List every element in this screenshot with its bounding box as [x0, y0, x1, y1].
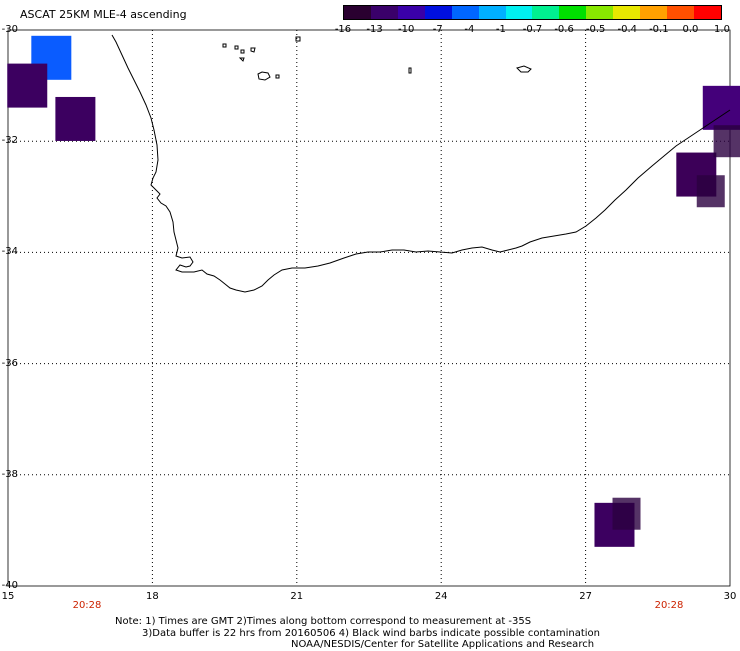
- latitude-label: -40: [1, 580, 18, 591]
- islands: [222, 36, 532, 81]
- time-label-left: 20:28: [72, 600, 102, 611]
- colorbar-tick-label: 0.0: [682, 24, 699, 35]
- colorbar-swatch: [613, 6, 641, 19]
- data-cell: [55, 96, 96, 141]
- data-cell: [7, 63, 48, 108]
- data-cells: [7, 35, 740, 547]
- colorbar-tick-label: -16: [334, 24, 352, 35]
- data-cell-overlap: [696, 175, 725, 208]
- colorbar-swatch: [586, 6, 614, 19]
- colorbar-swatch: [559, 6, 587, 19]
- colorbar-tick-label: -4: [464, 24, 475, 35]
- colorbar-tick-label: -0.5: [585, 24, 606, 35]
- colorbar-tick-label: -13: [366, 24, 383, 35]
- latitude-label: -38: [1, 468, 18, 480]
- colorbar-tick-label: -0.4: [617, 24, 638, 35]
- colorbar-tick-label: -0.1: [649, 24, 669, 35]
- map-title: ASCAT 25KM MLE-4 ascending: [20, 8, 187, 21]
- colorbar-swatch: [505, 6, 533, 19]
- latitude-label: -36: [1, 357, 18, 369]
- note-line-2: 3)Data buffer is 22 hrs from 20160506 4)…: [142, 628, 600, 639]
- colorbar-swatch: [478, 6, 506, 19]
- latitude-label: -30: [1, 24, 18, 35]
- note-line-1: Note: 1) Times are GMT 2)Times along bot…: [115, 616, 532, 627]
- colorbar-swatch: [693, 6, 721, 19]
- colorbar-swatch: [397, 6, 425, 19]
- colorbar-swatch: [667, 6, 694, 19]
- colorbar-tick-label: -0.7: [522, 24, 543, 35]
- time-label-right: 20:28: [654, 600, 684, 611]
- longitude-label: 18: [146, 591, 159, 602]
- latitude-label: -34: [1, 246, 18, 258]
- colorbar-tick-label: 1.0: [714, 24, 730, 35]
- latitude-label: -32: [1, 135, 18, 147]
- colorbar-swatch: [532, 6, 560, 19]
- colorbar-swatch: [424, 6, 452, 19]
- colorbar-tick-label: -10: [397, 24, 415, 35]
- colorbar-labels: -16 -13 -10 -7 -4 -1 -0.7 -0.6 -0.5 -0.4 -0.1 0.0 1.…: [331, 24, 735, 36]
- colorbar-swatch: [640, 6, 668, 19]
- colorbar: [343, 5, 722, 20]
- colorbar-swatch: [451, 6, 479, 19]
- longitude-label: 24: [434, 591, 448, 602]
- colorbar-swatch: [344, 6, 371, 19]
- note-line-3: NOAA/NESDIS/Center for Satellite Applica…: [291, 639, 595, 650]
- colorbar-tick-label: -0.6: [554, 24, 574, 35]
- colorbar-tick-label: -1: [495, 24, 506, 35]
- colorbar-tick-label: -7: [432, 24, 443, 35]
- longitude-label: 21: [290, 591, 304, 602]
- data-cell: [702, 85, 740, 130]
- plot-frame: [7, 29, 731, 587]
- coastline: [111, 34, 731, 293]
- data-cell-overlap: [713, 125, 740, 158]
- longitude-label: 15: [1, 591, 15, 602]
- longitude-label: 27: [579, 591, 592, 602]
- longitude-label: 30: [723, 591, 737, 602]
- data-cell-overlap: [612, 497, 641, 530]
- colorbar-swatch: [370, 6, 398, 19]
